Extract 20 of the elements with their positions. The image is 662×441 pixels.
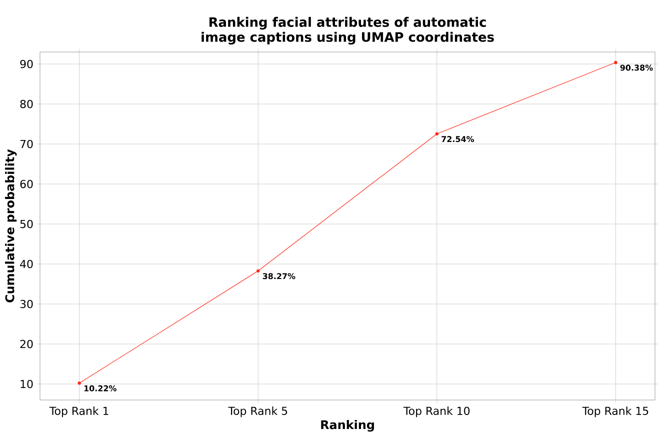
y-tick-label: 70 (20, 140, 33, 148)
x-tick-label: Top Rank 15 (582, 406, 648, 418)
point (256, 269, 260, 273)
x-tick-label: Top Rank 5 (228, 406, 288, 418)
y-tick-label: 80 (20, 100, 33, 108)
x-axis-title: Ranking (321, 420, 374, 432)
y-axis-title: Cumulative probability (5, 149, 17, 302)
y-tick-label: 60 (20, 180, 33, 188)
point (614, 60, 618, 64)
y-tick-label: 90 (20, 60, 33, 68)
point (435, 132, 438, 136)
point (78, 382, 81, 385)
y-tick-label: 40 (20, 260, 33, 268)
y-tick-label: 50 (20, 220, 33, 228)
y-tick-label: 30 (20, 300, 33, 308)
x-tick-label: Top Rank 1 (49, 406, 108, 418)
x-tick-label: Top Rank 10 (403, 406, 470, 418)
chart-title: Ranking facial attributes of automatic image captions using UMAP coordinates (202, 16, 494, 45)
y-tick-label: 20 (20, 340, 33, 348)
y-tick-label: 10 (20, 380, 33, 388)
